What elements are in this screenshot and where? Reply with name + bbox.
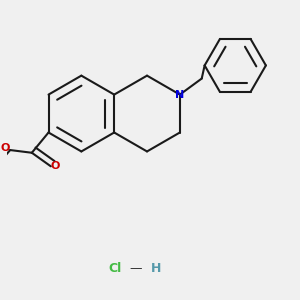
Text: —: — — [129, 262, 142, 275]
Text: O: O — [0, 143, 10, 153]
Text: H: H — [151, 262, 161, 275]
Text: N: N — [175, 90, 184, 100]
Text: O: O — [50, 161, 60, 171]
Text: Cl: Cl — [108, 262, 122, 275]
